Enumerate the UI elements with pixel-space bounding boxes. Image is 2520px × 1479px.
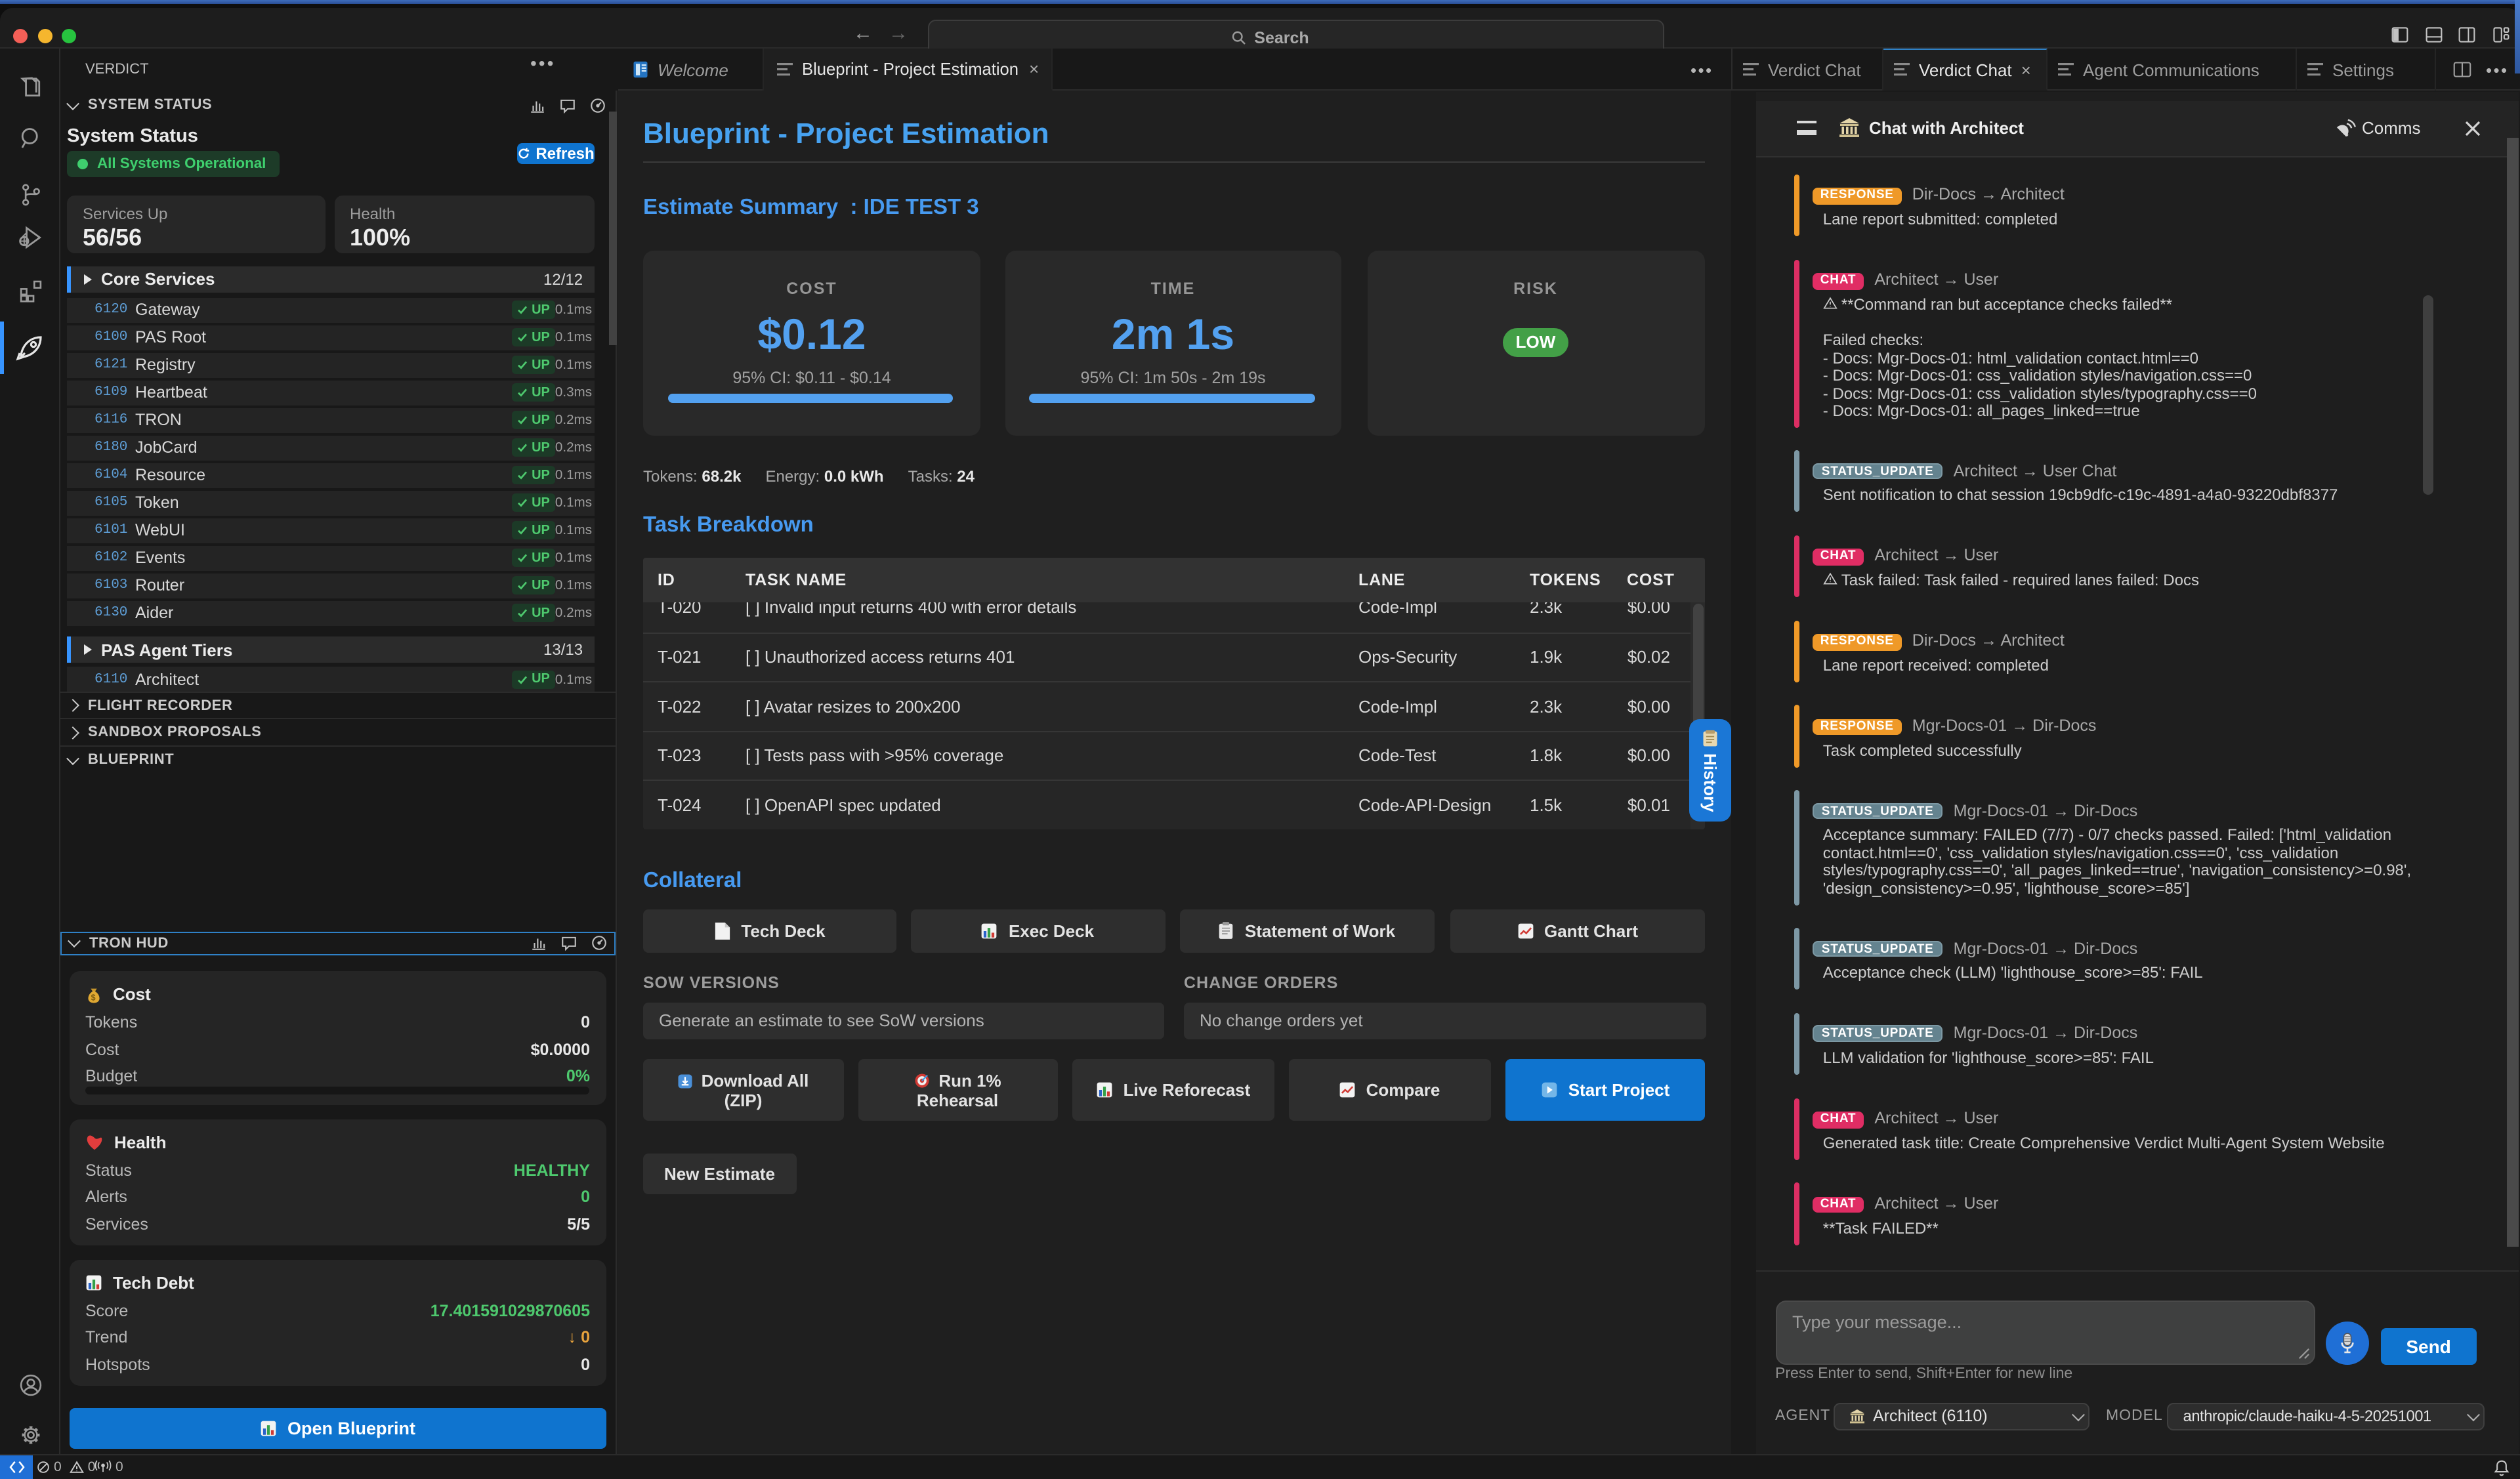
svg-text:$: $ [91,993,96,1002]
